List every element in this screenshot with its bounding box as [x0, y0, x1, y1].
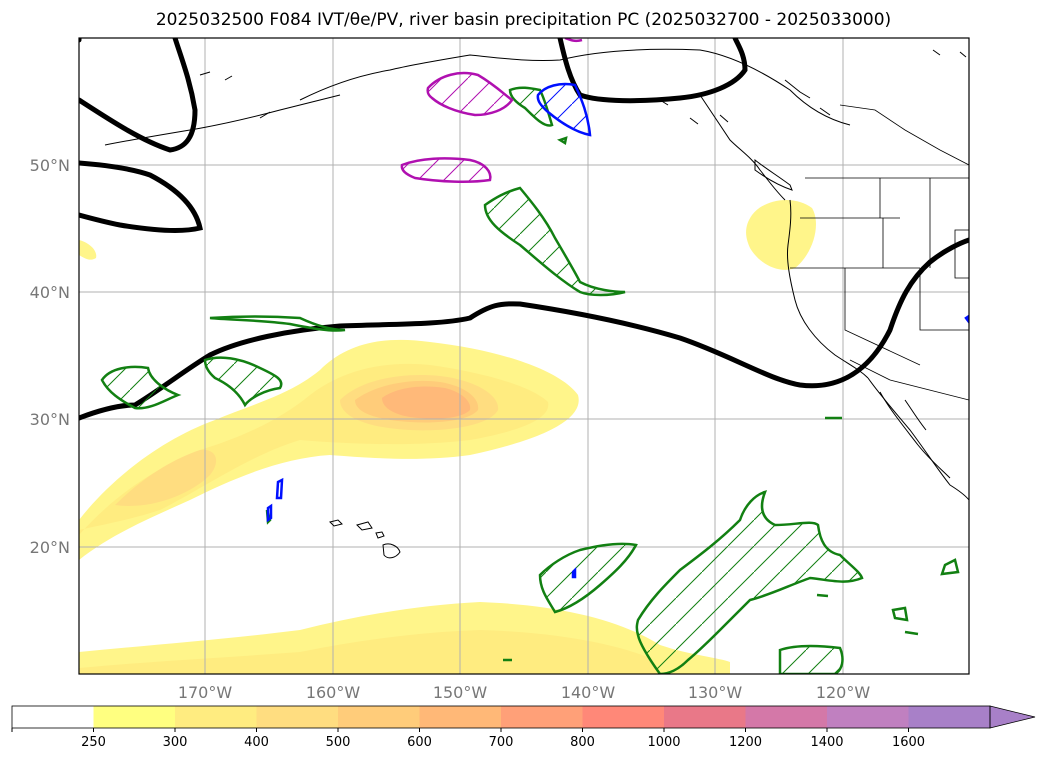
colorbar-segment — [12, 706, 94, 728]
lon-label-170w: 170°W — [178, 683, 233, 702]
colorbar-tick-label: 500 — [326, 735, 351, 750]
pv-magenta-contours — [400, 38, 583, 183]
colorbar-segment — [419, 706, 502, 728]
colorbar-segment — [175, 706, 257, 728]
ivt-shading-central-pacific — [79, 339, 579, 560]
colorbar-segment — [745, 706, 828, 728]
colorbar-tick-label: 300 — [163, 735, 188, 750]
lon-label-140w: 140°W — [561, 683, 616, 702]
ivt-shading-southern-band — [79, 602, 730, 674]
ivt-shading-west-edge — [79, 240, 97, 260]
colorbar-segment — [256, 706, 339, 728]
colorbar-tick-label: 1200 — [729, 735, 762, 750]
map-title: 2025032500 F084 IVT/θe/PV, river basin p… — [155, 10, 892, 30]
lon-label-160w: 160°W — [306, 683, 361, 702]
colorbar-tick-label: 1600 — [892, 735, 925, 750]
colorbar-segment — [338, 706, 420, 728]
pv-blue-contours — [266, 82, 969, 579]
lat-label-50n: 50°N — [30, 156, 70, 175]
colorbar-tick-label: 400 — [244, 735, 269, 750]
political-borders — [790, 104, 969, 401]
lon-label-120w: 120°W — [816, 683, 871, 702]
colorbar-tick-label: 250 — [81, 735, 106, 750]
colorbar-segment — [93, 706, 176, 728]
colorbar-tick-label: 800 — [570, 735, 595, 750]
lon-label-150w: 150°W — [433, 683, 488, 702]
coastlines — [104, 48, 969, 559]
colorbar-tick-label: 700 — [489, 735, 514, 750]
colorbar-tick-label: 1000 — [647, 735, 680, 750]
colorbar-segment — [908, 706, 991, 728]
colorbar-tick-label: 600 — [407, 735, 432, 750]
map-border — [78, 37, 970, 675]
colorbar-extend-arrow — [989, 705, 1036, 729]
lat-label-20n: 20°N — [30, 538, 70, 557]
lat-label-30n: 30°N — [30, 410, 70, 429]
colorbar-segment — [501, 706, 583, 728]
colorbar-segment — [827, 706, 909, 728]
lat-label-40n: 40°N — [30, 283, 70, 302]
colorbar-segment — [664, 706, 746, 728]
lon-label-130w: 130°W — [688, 683, 743, 702]
colorbar-segment — [582, 706, 665, 728]
colorbar: 250 300 400 500 600 700 800 1000 1200 1400 1600 — [11, 705, 1036, 750]
ivt-shading-oregon-coast — [746, 199, 816, 270]
pv-green-contours — [100, 86, 960, 674]
colorbar-tick-label: 1400 — [810, 735, 843, 750]
